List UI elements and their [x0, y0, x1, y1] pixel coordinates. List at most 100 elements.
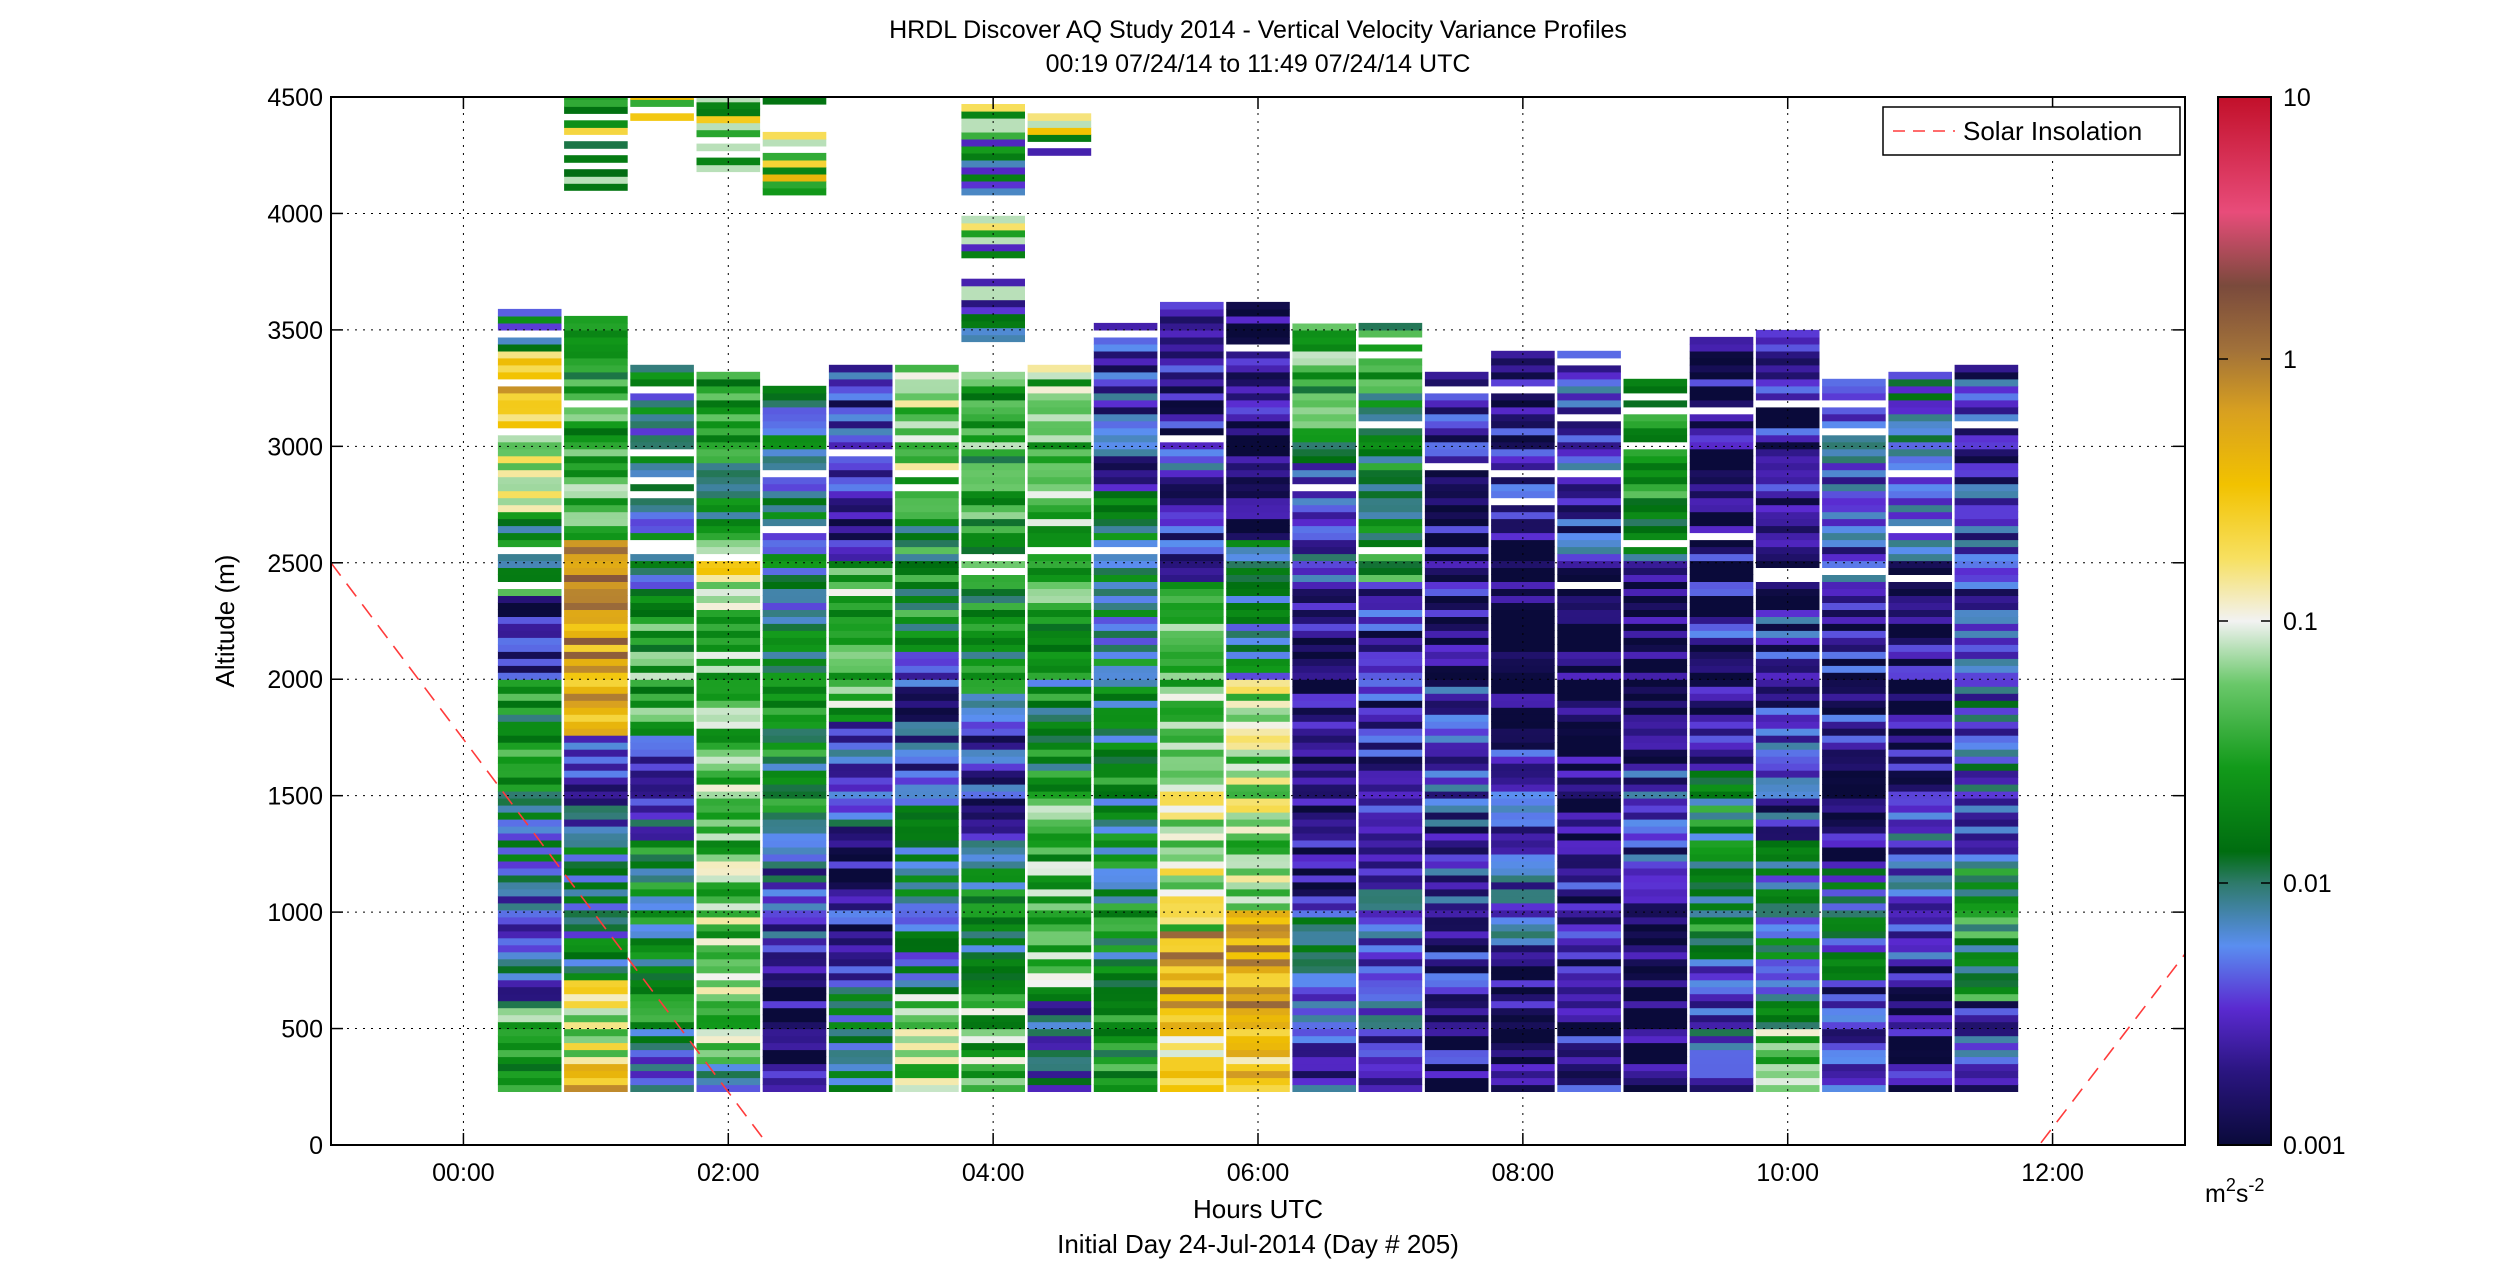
heatmap-cell: [1954, 504, 2019, 513]
heatmap-cell: [1027, 923, 1092, 932]
heatmap-cell: [564, 832, 628, 841]
heatmap-cell: [1358, 420, 1423, 429]
heatmap-cell: [1424, 693, 1489, 701]
heatmap-cell: [1292, 553, 1356, 562]
heatmap-cell: [1093, 930, 1158, 939]
heatmap-cell: [1822, 490, 1886, 499]
heatmap-cell: [1358, 1021, 1423, 1030]
heatmap-cell: [762, 693, 827, 701]
heatmap-cell: [828, 714, 893, 722]
heatmap-cell: [696, 546, 761, 555]
heatmap-cell: [961, 944, 1025, 953]
heatmap-cell: [1160, 1007, 1224, 1016]
heatmap-cell: [1226, 937, 1290, 946]
heatmap-cell: [696, 1056, 761, 1065]
heatmap-cell: [497, 1042, 562, 1051]
heatmap-cell: [1093, 371, 1158, 380]
heatmap-cell: [1822, 714, 1886, 722]
heatmap-cell: [1755, 916, 1820, 925]
heatmap-cell: [1557, 1007, 1621, 1016]
heatmap-cell: [1358, 644, 1423, 652]
heatmap-cell: [1358, 616, 1423, 624]
heatmap-cell: [1822, 497, 1886, 506]
heatmap-cell: [1292, 651, 1356, 659]
heatmap-cell: [1689, 469, 1754, 478]
heatmap-cell: [1292, 944, 1356, 953]
heatmap-cell: [1557, 427, 1621, 436]
heatmap-cell: [1027, 148, 1092, 156]
heatmap-cell: [1557, 623, 1621, 631]
heatmap-cell: [1888, 832, 1952, 841]
heatmap-cell: [1623, 434, 1688, 443]
heatmap-cell: [1358, 1000, 1423, 1009]
heatmap-cell: [497, 644, 562, 652]
heatmap-cell: [1755, 588, 1820, 596]
heatmap-cell: [1689, 1021, 1754, 1030]
heatmap-cell: [497, 937, 562, 946]
heatmap-cell: [564, 749, 628, 757]
heatmap-cell: [1557, 1049, 1621, 1058]
heatmap-cell: [895, 665, 959, 673]
heatmap-cell: [630, 1084, 694, 1092]
heatmap-cell: [1292, 700, 1356, 708]
heatmap-cell: [1623, 860, 1688, 869]
heatmap-cell: [1160, 902, 1224, 911]
heatmap-cell: [1292, 616, 1356, 624]
heatmap-cell: [1160, 951, 1224, 960]
heatmap-cell: [762, 455, 827, 464]
heatmap-cell: [497, 798, 562, 806]
heatmap-cell: [961, 644, 1025, 652]
heatmap-cell: [1954, 805, 2019, 813]
heatmap-cell: [1093, 825, 1158, 834]
heatmap-cell: [1424, 511, 1489, 520]
heatmap-cell: [1292, 1070, 1356, 1079]
profile-21: [1888, 371, 1952, 1092]
heatmap-cell: [1358, 819, 1423, 827]
heatmap-cell: [1292, 777, 1356, 785]
heatmap-cell: [1358, 490, 1423, 499]
heatmap-cell: [564, 916, 628, 925]
heatmap-cell: [1027, 881, 1092, 890]
heatmap-cell: [1027, 651, 1092, 659]
heatmap-cell: [961, 805, 1025, 813]
heatmap-cell: [1160, 343, 1224, 352]
heatmap-cell: [1623, 679, 1688, 687]
heatmap-cell: [1689, 413, 1754, 422]
heatmap-cell: [1623, 427, 1688, 436]
heatmap-cell: [1888, 1028, 1952, 1037]
heatmap-cell: [762, 867, 827, 876]
heatmap-cell: [1557, 476, 1621, 485]
heatmap-cell: [1093, 1035, 1158, 1044]
heatmap-cell: [1491, 1007, 1555, 1016]
heatmap-cell: [497, 511, 562, 520]
heatmap-cell: [1954, 993, 2019, 1002]
heatmap-cell: [1623, 846, 1688, 855]
heatmap-cell: [1755, 497, 1820, 506]
heatmap-cell: [497, 770, 562, 778]
heatmap-cell: [1358, 909, 1423, 918]
heatmap-cell: [1491, 588, 1555, 596]
heatmap-cell: [895, 672, 959, 680]
heatmap-cell: [1755, 881, 1820, 890]
heatmap-cell: [630, 1070, 694, 1079]
heatmap-cell: [1755, 532, 1820, 541]
heatmap-cell: [1292, 343, 1356, 352]
heatmap-cell: [1888, 937, 1952, 946]
heatmap-cell: [1358, 448, 1423, 457]
heatmap-cell: [630, 686, 694, 694]
heatmap-cell: [895, 1042, 959, 1051]
heatmap-cell: [564, 183, 628, 191]
heatmap-cell: [895, 595, 959, 603]
heatmap-cell: [961, 567, 1025, 575]
heatmap-cell: [1424, 602, 1489, 610]
heatmap-cell: [1160, 763, 1224, 771]
heatmap-cell: [497, 308, 562, 317]
heatmap-cell: [564, 315, 628, 324]
heatmap-cell: [828, 1035, 893, 1044]
heatmap-cell: [1888, 567, 1952, 575]
heatmap-cell: [762, 420, 827, 429]
heatmap-cell: [828, 770, 893, 778]
heatmap-cell: [1093, 993, 1158, 1002]
heatmap-cell: [762, 434, 827, 443]
heatmap-cell: [1557, 693, 1621, 701]
